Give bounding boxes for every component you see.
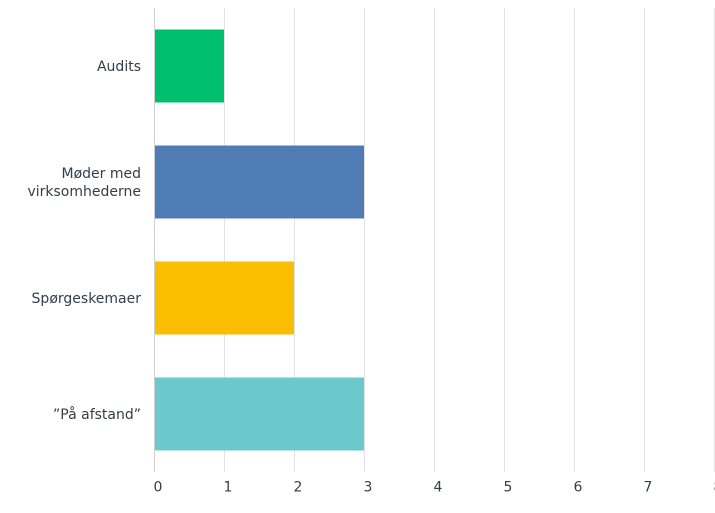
bar [155,29,224,103]
category-label: Møder med virksomhederne [27,166,141,200]
x-tick-label: 7 [644,480,653,496]
x-tick-label: 6 [574,480,583,496]
category-label: ”På afstand” [53,406,141,423]
x-tick-label: 4 [434,480,443,496]
bar [155,261,294,335]
x-tick-label: 2 [294,480,303,496]
x-tick-label: 3 [364,480,373,496]
x-tick-label: 0 [154,480,163,496]
bar [155,377,364,451]
bar [155,145,364,219]
x-tick-label: 5 [504,480,513,496]
x-tick-label: 8 [714,480,715,496]
category-label: Spørgeskemaer [32,291,142,307]
x-tick-label: 1 [224,480,233,496]
category-label: Audits [97,59,141,75]
